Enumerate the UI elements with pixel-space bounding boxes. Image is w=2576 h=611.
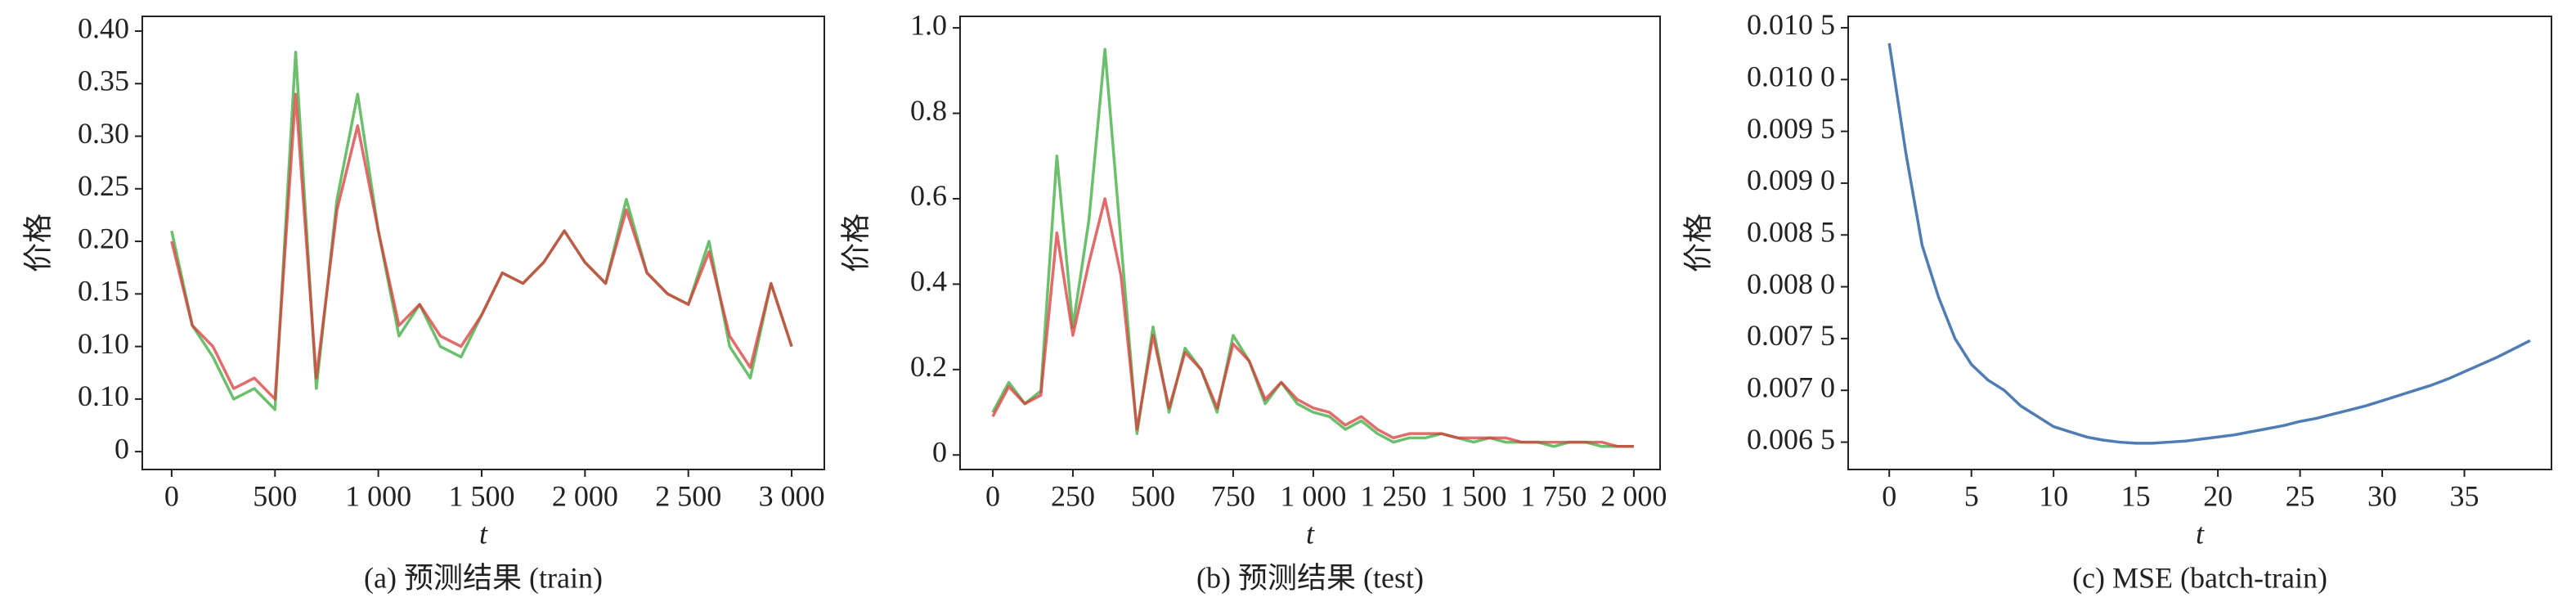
x-tick-label: 25 [2286,479,2315,512]
series-line [170,50,793,411]
x-tick-label: 5 [1964,479,1979,512]
x-tick-label: 30 [2367,479,2397,512]
chart-caption: (a) 预测结果 (train) [364,561,603,594]
y-tick-label: 0.20 [78,222,129,254]
x-tick-label: 1 500 [448,479,514,512]
y-tick-label: 0 [114,432,129,465]
series-line [991,47,1634,448]
x-tick-label: 2 000 [552,479,618,512]
x-tick-label: 35 [2450,479,2480,512]
x-tick-label: 1 500 [1440,479,1506,512]
y-tick-label: 0.008 5 [1747,216,1835,249]
y-tick-label: 0.009 0 [1747,164,1835,196]
y-tick-label: 0.10 [78,327,129,360]
x-tick-label: 3 000 [759,479,825,512]
series-line [991,197,1634,448]
x-tick-label: 0 [985,479,1000,512]
x-tick-label: 1 000 [345,479,411,512]
x-tick-label: 1 750 [1520,479,1586,512]
x-tick-label: 250 [1051,479,1095,512]
plot-frame [1847,16,2552,470]
y-tick-label: 0.006 5 [1747,423,1835,456]
y-tick-label: 0.008 0 [1747,267,1835,300]
y-tick-label: 0.2 [910,350,947,383]
x-tick-label: 0 [164,479,179,512]
y-tick-label: 0.40 [78,11,129,44]
y-tick-label: 0.8 [910,94,947,127]
x-tick-label: 0 [1882,479,1896,512]
y-axis-label: 价格 [1681,213,1714,272]
y-axis-label: 价格 [839,213,872,272]
x-axis-label: t [1306,517,1315,550]
y-axis-label: 价格 [21,213,54,272]
plot-frame [959,16,1661,470]
series-line [170,92,793,401]
x-tick-label: 1 000 [1280,479,1346,512]
y-tick-label: 0.25 [78,169,129,202]
chart-caption: (b) 预测结果 (test) [1196,561,1424,594]
y-tick-label: 0.6 [910,179,947,212]
y-tick-label: 0.4 [910,265,947,298]
y-tick-label: 0.010 5 [1747,8,1835,41]
x-tick-label: 15 [2121,479,2151,512]
y-tick-label: 0.010 0 [1747,61,1835,93]
x-axis-label: t [479,517,488,550]
y-tick-label: 0 [932,436,947,469]
x-tick-label: 2 000 [1600,479,1667,512]
x-axis-label: t [2196,517,2205,550]
y-tick-label: 0.30 [78,117,129,150]
chart-caption: (c) MSE (batch-train) [2072,561,2327,594]
y-tick-label: 0.35 [78,65,129,97]
x-tick-label: 500 [1131,479,1175,512]
x-tick-label: 2 500 [655,479,721,512]
y-tick-label: 0.10 [78,380,129,412]
series-line [1887,43,2531,445]
x-tick-label: 500 [253,479,297,512]
x-tick-label: 1 250 [1360,479,1426,512]
y-tick-label: 0.007 5 [1747,319,1835,352]
x-tick-label: 20 [2203,479,2233,512]
y-tick-label: 0.009 5 [1747,112,1835,145]
y-tick-label: 0.15 [78,275,129,308]
x-tick-label: 750 [1211,479,1255,512]
x-tick-label: 10 [2039,479,2068,512]
plot-frame [141,16,825,470]
y-tick-label: 1.0 [910,8,947,41]
y-tick-label: 0.007 0 [1747,371,1835,403]
